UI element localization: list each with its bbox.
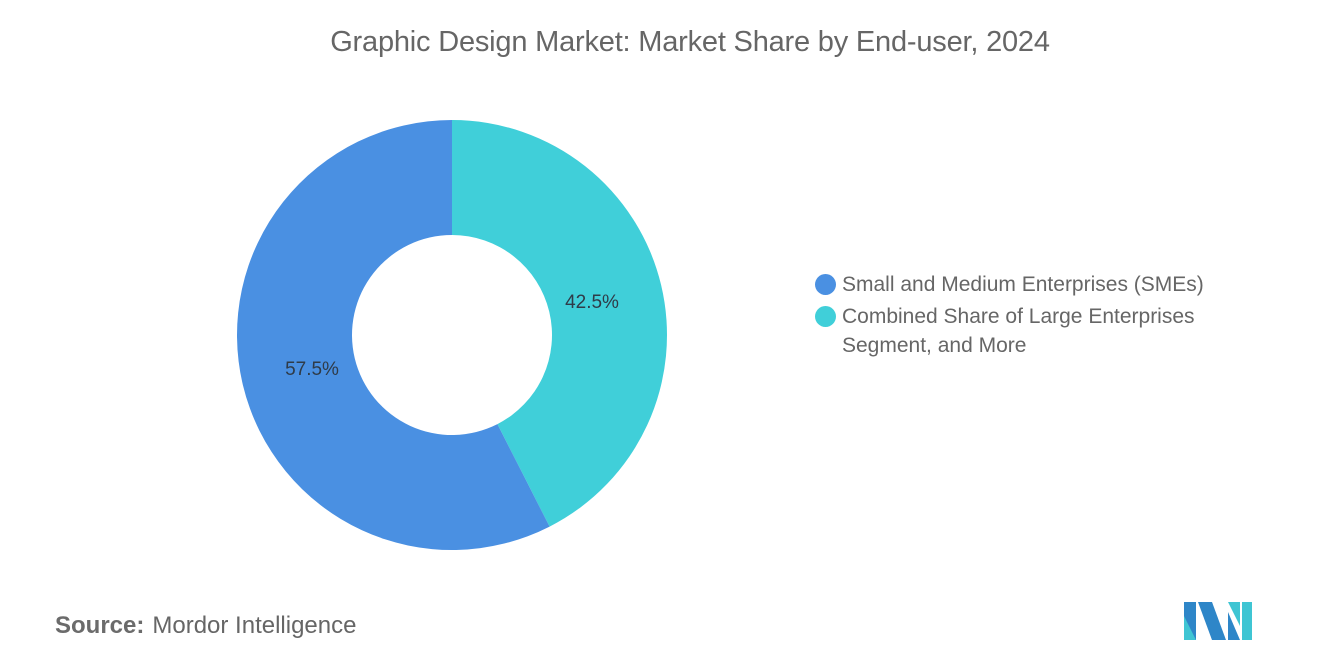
legend-item-smes[interactable]: Small and Medium Enterprises (SMEs) xyxy=(815,270,1235,299)
slice-label-large-enterprises: 42.5% xyxy=(565,292,619,313)
donut-slices xyxy=(237,120,667,551)
source-value: Mordor Intelligence xyxy=(152,612,357,639)
source-key: Source: xyxy=(55,612,145,639)
chart-legend: Small and Medium Enterprises (SMEs) Comb… xyxy=(815,270,1235,363)
donut-slice[interactable] xyxy=(452,120,667,527)
legend-item-large-enterprises[interactable]: Combined Share of Large Enterprises Segm… xyxy=(815,302,1235,360)
chart-title: Graphic Design Market: Market Share by E… xyxy=(330,26,1050,58)
legend-label: Combined Share of Large Enterprises Segm… xyxy=(842,305,1195,357)
source-note: Source: Mordor Intelligence xyxy=(55,612,356,640)
legend-marker-circle-icon xyxy=(815,306,836,327)
slice-label-smes: 57.5% xyxy=(285,359,339,380)
donut-slice[interactable] xyxy=(237,120,550,551)
legend-marker-circle-icon xyxy=(815,274,836,295)
legend-label: Small and Medium Enterprises (SMEs) xyxy=(842,273,1204,296)
mordor-intelligence-logo-icon xyxy=(1184,602,1252,640)
